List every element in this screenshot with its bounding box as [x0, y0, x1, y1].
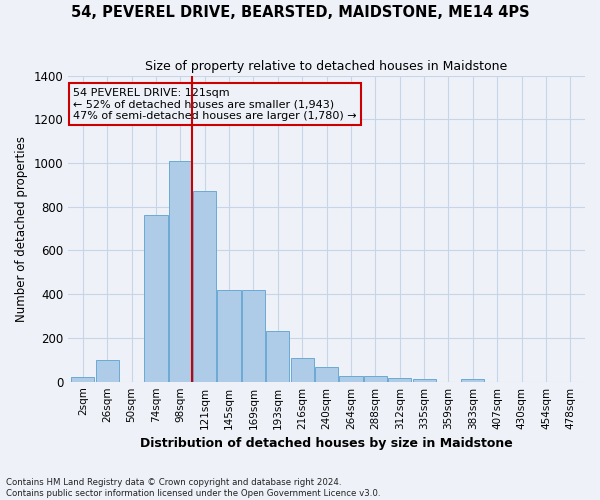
Bar — [461, 380, 484, 382]
Bar — [290, 358, 314, 382]
Bar — [193, 192, 216, 382]
Text: 54, PEVEREL DRIVE, BEARSTED, MAIDSTONE, ME14 4PS: 54, PEVEREL DRIVE, BEARSTED, MAIDSTONE, … — [71, 5, 529, 20]
Text: Contains HM Land Registry data © Crown copyright and database right 2024.
Contai: Contains HM Land Registry data © Crown c… — [6, 478, 380, 498]
Title: Size of property relative to detached houses in Maidstone: Size of property relative to detached ho… — [145, 60, 508, 73]
Bar — [217, 290, 241, 382]
Bar — [95, 360, 119, 382]
Bar — [266, 332, 289, 382]
Bar — [315, 367, 338, 382]
Bar — [413, 380, 436, 382]
Bar — [388, 378, 412, 382]
Bar — [364, 376, 387, 382]
Bar — [71, 378, 94, 382]
Bar — [340, 376, 362, 382]
Bar — [169, 161, 192, 382]
Text: 54 PEVEREL DRIVE: 121sqm
← 52% of detached houses are smaller (1,943)
47% of sem: 54 PEVEREL DRIVE: 121sqm ← 52% of detach… — [73, 88, 357, 121]
Y-axis label: Number of detached properties: Number of detached properties — [15, 136, 28, 322]
Bar — [242, 290, 265, 382]
X-axis label: Distribution of detached houses by size in Maidstone: Distribution of detached houses by size … — [140, 437, 513, 450]
Bar — [145, 216, 167, 382]
